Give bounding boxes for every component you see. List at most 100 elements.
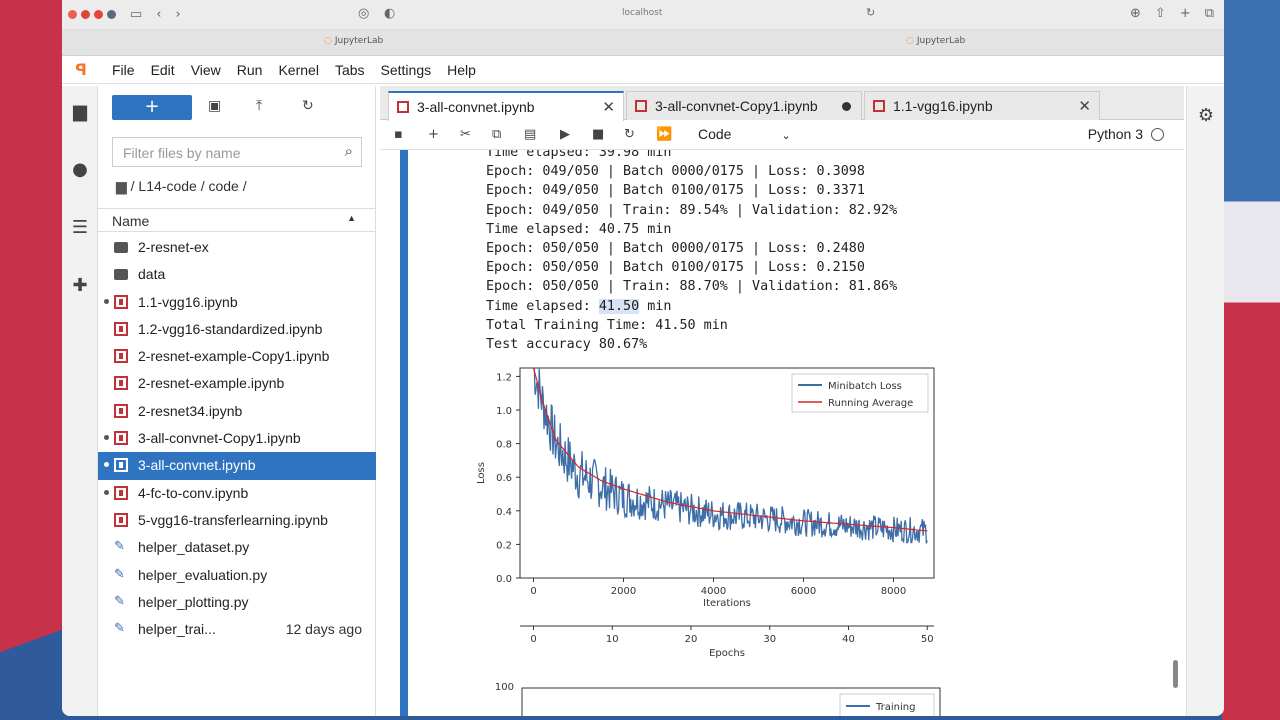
copy-icon[interactable]: ⧉ [492, 127, 502, 142]
new-folder-icon[interactable]: ▣ [208, 98, 222, 114]
new-tab-icon[interactable]: + [1179, 6, 1191, 21]
epoch-tick-label: 20 [685, 634, 698, 645]
cell-type-value: Code [698, 126, 732, 142]
file-row[interactable]: ✎ helper_evaluation.py [98, 562, 376, 589]
output-line: Epoch: 049/050 | Batch 0100/0175 | Loss:… [486, 183, 865, 199]
file-row[interactable]: ✎ helper_plotting.py [98, 589, 376, 616]
forward-icon[interactable]: › [175, 7, 181, 22]
text-selection[interactable]: 41.50 [598, 298, 640, 314]
file-row[interactable]: 1.1-vgg16.ipynb [98, 289, 376, 316]
stop-icon[interactable]: ■ [592, 127, 605, 142]
property-inspector-icon[interactable]: ⚙ [1197, 105, 1215, 126]
refresh-icon[interactable]: ↻ [302, 98, 314, 114]
file-name: 3-all-convnet.ipynb [138, 457, 256, 474]
folder-icon[interactable]: ▆ [73, 101, 87, 122]
menu-kernel[interactable]: Kernel [278, 61, 319, 78]
restart-icon[interactable]: ↻ [624, 127, 635, 142]
x-tick-label: 4000 [701, 586, 726, 597]
active-cell-indicator[interactable] [400, 150, 408, 716]
zoom-window-button[interactable] [94, 10, 103, 19]
output-line: Epoch: 049/050 | Batch 0000/0175 | Loss:… [486, 164, 865, 180]
notebook-icon [114, 431, 128, 446]
notebook-icon [397, 101, 409, 113]
back-icon[interactable]: ‹ [156, 7, 162, 22]
file-row[interactable]: 1.2-vgg16-standardized.ipynb [98, 316, 376, 343]
notebook-scrollbar[interactable] [1173, 660, 1178, 688]
file-name: 2-resnet-example.ipynb [138, 375, 285, 392]
menu-file[interactable]: File [112, 61, 135, 78]
file-row[interactable]: 4-fc-to-conv.ipynb [98, 480, 376, 507]
file-row[interactable]: 3-all-convnet.ipynb [98, 452, 376, 480]
file-row[interactable]: 3-all-convnet-Copy1.ipynb [98, 425, 376, 452]
doc-tab-3-all-convnet-copy1[interactable]: 3-all-convnet-Copy1.ipynb [626, 91, 862, 120]
menu-run[interactable]: Run [236, 61, 263, 78]
kernel-status[interactable]: Python 3 [1088, 126, 1164, 142]
menu-view[interactable]: View [190, 61, 221, 78]
save-icon[interactable]: ▪ [394, 127, 403, 142]
menu-settings[interactable]: Settings [380, 61, 432, 78]
restart-run-all-icon[interactable]: ⏩ [656, 127, 673, 142]
notebook-icon [114, 512, 128, 527]
output-line: Test accuracy 80.67% [486, 337, 648, 353]
file-row[interactable]: 5-vgg16-transferlearning.ipynb [98, 507, 376, 534]
sort-ascending-icon: ▲ [347, 213, 356, 223]
output-line: Epoch: 049/050 | Train: 89.54% | Validat… [486, 202, 898, 218]
file-row[interactable]: 2-resnet-example-Copy1.ipynb [98, 343, 376, 370]
filter-files-input[interactable]: Filter files by name ⌕ [112, 137, 362, 167]
file-row[interactable]: ✎ helper_trai... 12 days ago [98, 616, 376, 643]
y-tick-label: 100 [495, 682, 514, 693]
file-name: 1.2-vgg16-standardized.ipynb [138, 320, 323, 337]
browser-tab[interactable]: ◌ JupyterLab [324, 36, 384, 46]
file-row[interactable]: ✎ helper_dataset.py [98, 534, 376, 561]
notebook-icon [114, 376, 128, 391]
tab-group-icon[interactable] [107, 10, 116, 19]
insert-cell-icon[interactable]: + [428, 127, 439, 142]
sidebar-toggle-icon[interactable]: ▭ [130, 7, 143, 22]
series-running-average [532, 367, 928, 532]
new-launcher-button[interactable]: + [112, 95, 192, 120]
menu-tabs[interactable]: Tabs [334, 61, 365, 78]
privacy-icon[interactable]: ◎ [358, 6, 370, 21]
reader-icon[interactable]: ◐ [384, 6, 396, 21]
unsaved-indicator-icon[interactable] [842, 102, 851, 111]
share-icon[interactable]: ⇧ [1154, 6, 1166, 21]
close-icon[interactable]: ✕ [602, 99, 615, 116]
close-icon[interactable]: ✕ [1078, 98, 1091, 115]
extension-icon[interactable]: ✚ [72, 275, 88, 296]
doc-tab-1-1-vgg16[interactable]: 1.1-vgg16.ipynb ✕ [864, 91, 1100, 120]
browser-tab[interactable]: ◌ JupyterLab [906, 36, 966, 46]
file-name: 2-resnet-example-Copy1.ipynb [138, 348, 330, 365]
run-icon[interactable]: ▶ [560, 127, 570, 142]
file-row[interactable]: 2-resnet-example.ipynb [98, 370, 376, 397]
epoch-tick-label: 50 [921, 634, 934, 645]
paste-icon[interactable]: ▤ [524, 127, 537, 142]
file-row[interactable]: 2-resnet34.ipynb [98, 398, 376, 425]
x-axis-label: Iterations [703, 598, 751, 609]
reload-icon[interactable]: ↻ [866, 6, 876, 19]
breadcrumb[interactable]: ▆ / L14-code / code / [116, 178, 247, 195]
minimize-window-button[interactable] [81, 10, 90, 19]
file-row[interactable]: data [98, 261, 376, 288]
cell-type-select[interactable]: Code ⌄ [698, 126, 791, 142]
cut-icon[interactable]: ✂ [460, 127, 471, 142]
upload-icon[interactable]: ⤒ [256, 98, 263, 114]
doc-tab-3-all-convnet[interactable]: 3-all-convnet.ipynb ✕ [388, 91, 624, 121]
running-icon[interactable]: ● [72, 159, 88, 180]
file-name: helper_evaluation.py [138, 566, 268, 583]
download-icon[interactable]: ⊕ [1129, 6, 1141, 21]
file-name: 4-fc-to-conv.ipynb [138, 484, 249, 501]
tab-overview-icon[interactable]: ⧉ [1204, 6, 1214, 21]
close-window-button[interactable] [68, 10, 77, 19]
toc-icon[interactable]: ☰ [71, 217, 89, 238]
file-name: 3-all-convnet-Copy1.ipynb [138, 430, 301, 447]
y-tick-label: 0.2 [496, 540, 512, 551]
menu-help[interactable]: Help [447, 61, 476, 78]
file-row[interactable]: 2-resnet-ex [98, 234, 376, 261]
file-name: helper_trai... [138, 621, 216, 638]
chevron-down-icon: ⌄ [781, 130, 791, 142]
address-bar[interactable]: localhost [622, 8, 663, 18]
output-line: Time elapsed: 39.98 min [486, 150, 672, 160]
menu-edit[interactable]: Edit [150, 61, 175, 78]
name-column-header[interactable]: Name ▲ [98, 208, 376, 232]
y-tick-label: 0.8 [496, 440, 512, 451]
